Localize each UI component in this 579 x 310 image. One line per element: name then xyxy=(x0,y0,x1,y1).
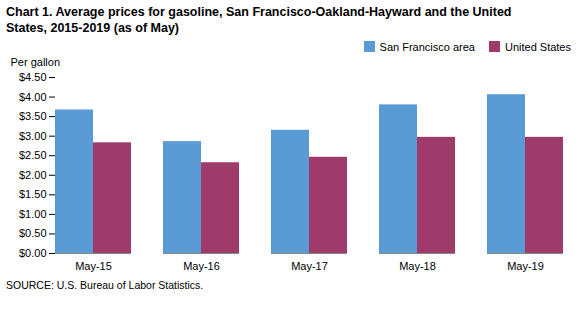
html-text:SOURCE: U.S. Bureau of Labor S: SOURCE: U.S. Bureau of Labor Statistics. xyxy=(6,278,204,291)
svg-text:$2.50: $2.50 xyxy=(19,149,47,161)
svg-text:$2.00: $2.00 xyxy=(19,168,47,180)
svg-text:May-16: May-16 xyxy=(183,260,220,272)
svg-text:May-18: May-18 xyxy=(399,260,436,272)
svg-text:$3.00: $3.00 xyxy=(19,129,47,141)
html-text:United States: United States xyxy=(505,40,571,53)
svg-text:Per gallon: Per gallon xyxy=(11,56,61,68)
svg-text:$4.00: $4.00 xyxy=(19,90,47,102)
svg-text:$4.50: $4.50 xyxy=(19,71,47,83)
svg-text:May-19: May-19 xyxy=(507,260,544,272)
svg-text:$1.50: $1.50 xyxy=(19,188,47,200)
svg-text:$1.00: $1.00 xyxy=(19,207,47,219)
html-text:Chart 1. Average prices for ga: Chart 1. Average prices for gasoline, Sa… xyxy=(6,5,512,36)
svg-text:$3.50: $3.50 xyxy=(19,110,47,122)
svg-text:May-17: May-17 xyxy=(291,260,328,272)
svg-text:$0.50: $0.50 xyxy=(19,227,47,239)
svg-text:$0.00: $0.00 xyxy=(19,247,47,259)
html-text:San Francisco area: San Francisco area xyxy=(379,40,475,53)
svg-text:May-15: May-15 xyxy=(75,260,112,272)
